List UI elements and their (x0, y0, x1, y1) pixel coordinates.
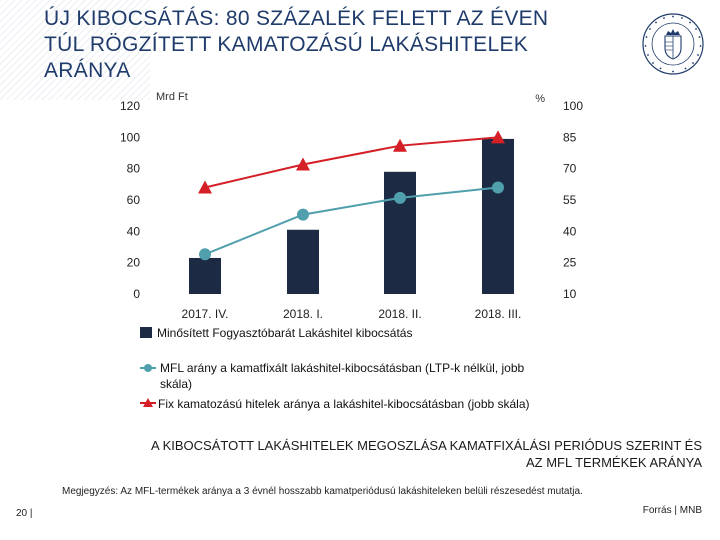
x-axis-label-1: 2018. I. (283, 307, 323, 321)
legend-item-bars: Minősített Fogyasztóbarát Lakáshitel kib… (157, 326, 412, 340)
right-axis-tick-6: 100 (563, 99, 583, 113)
fix-line (204, 136, 499, 189)
left-axis-tick-0: 0 (133, 287, 140, 301)
footnote: Megjegyzés: Az MFL-termékek aránya a 3 é… (62, 486, 583, 497)
bar-3 (482, 138, 514, 294)
legend-mfl-marker (144, 364, 152, 372)
decorative-stripe-pattern (0, 0, 150, 100)
left-axis-tick-2: 40 (127, 224, 141, 238)
x-axis-ticks: 2017. IV. 2018. I. 2018. II. 2018. III. (182, 307, 522, 321)
bar-1 (287, 229, 319, 294)
fix-point-1 (296, 157, 310, 171)
left-axis-ticks: 0 20 40 60 80 100 120 (120, 99, 140, 301)
mfl-point-2 (394, 191, 406, 204)
legend-bar-swatch (140, 327, 152, 338)
left-axis-tick-6: 120 (120, 99, 140, 113)
chart-caption: A KIBOCSÁTOTT LAKÁSHITELEK MEGOSZLÁSA KA… (62, 437, 702, 471)
mfl-line-layer (199, 181, 504, 261)
fix-point-3 (491, 130, 505, 144)
fix-point-2 (393, 138, 407, 152)
legend-item-mfl-line2: skála) (160, 377, 192, 391)
left-axis-tick-3: 60 (127, 193, 141, 207)
page-title-line-1: ÚJ KIBOCSÁTÁS: 80 SZÁZALÉK FELETT AZ ÉVE… (44, 7, 549, 30)
mfl-point-3 (492, 181, 504, 194)
right-axis-unit-label: % (535, 93, 545, 105)
legend-fix-marker (143, 398, 153, 407)
left-axis-unit-label: Mrd Ft (156, 91, 188, 103)
right-axis-tick-3: 55 (563, 193, 577, 207)
right-axis-ticks: 10 25 40 55 70 85 100 (563, 99, 583, 301)
bars-layer (189, 138, 514, 294)
bar-2 (384, 171, 416, 294)
right-axis-tick-5: 85 (563, 130, 577, 144)
left-axis-tick-1: 20 (127, 256, 141, 270)
x-axis-label-2: 2018. II. (378, 307, 421, 321)
chart-caption-line-1: A KIBOCSÁTOTT LAKÁSHITELEK MEGOSZLÁSA KA… (151, 438, 702, 453)
fix-line-layer (198, 130, 505, 194)
page-title: ÚJ KIBOCSÁTÁS: 80 SZÁZALÉK FELETT AZ ÉVE… (44, 6, 604, 84)
left-axis-tick-5: 100 (120, 130, 140, 144)
legend-item-mfl-line1: MFL arány a kamatfixált lakáshitel-kiboc… (160, 361, 524, 375)
bar-0 (189, 257, 221, 294)
x-axis-label-0: 2017. IV. (182, 307, 229, 321)
page-title-line-2: TÚL RÖGZÍTETT KAMATOZÁSÚ LAKÁSHITELEK (44, 33, 529, 56)
page-title-line-3: ARÁNYA (44, 59, 131, 82)
legend-item-fix: Fix kamatozású hitelek aránya a lakáshit… (158, 397, 530, 411)
right-axis-tick-0: 10 (563, 287, 577, 301)
mfl-point-0 (199, 248, 211, 261)
left-axis-tick-4: 80 (127, 162, 141, 176)
legend: Minősített Fogyasztóbarát Lakáshitel kib… (140, 326, 530, 411)
page-number: 20 | (16, 508, 33, 519)
x-axis-label-3: 2018. III. (475, 307, 522, 321)
right-axis-tick-2: 40 (563, 224, 577, 238)
chart-caption-line-2: AZ MFL TERMÉKEK ARÁNYA (525, 455, 702, 470)
right-axis-tick-1: 25 (563, 256, 577, 270)
fix-point-0 (198, 180, 212, 194)
right-axis-tick-4: 70 (563, 162, 577, 176)
mnb-seal-logo (642, 13, 704, 75)
mfl-point-1 (297, 208, 309, 221)
source-label: Forrás | MNB (642, 505, 702, 516)
mfl-line (204, 186, 499, 256)
